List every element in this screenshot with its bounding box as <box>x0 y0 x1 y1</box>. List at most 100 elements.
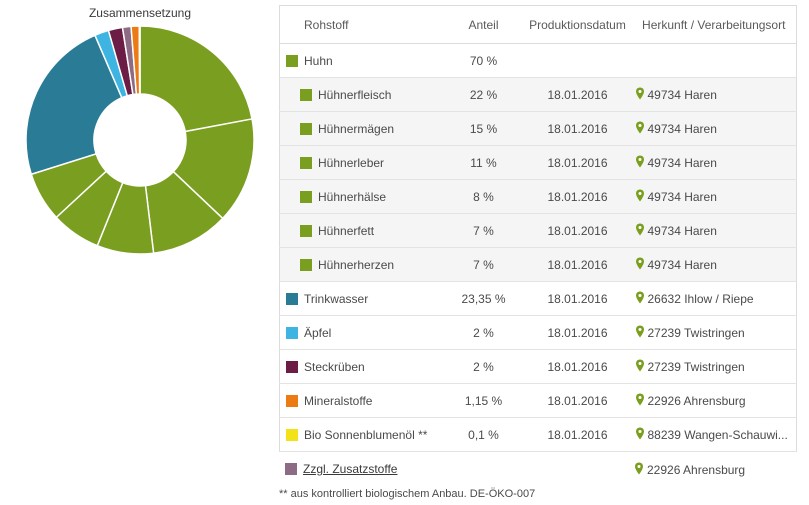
rohstoff-name: Huhn <box>304 53 333 68</box>
slice-hühnerfleisch[interactable]: Hühnerfleisch <box>139 25 253 133</box>
rohstoff-name: Trinkwasser <box>304 291 369 306</box>
origin-text: 88239 Wangen-Schauwi... <box>647 428 788 442</box>
cell-produktionsdatum: 18.01.2016 <box>523 247 632 282</box>
cell-anteil: 8 % <box>443 179 524 214</box>
header-herkunft[interactable]: Herkunft / Verarbeitungsort <box>631 5 797 44</box>
origin-text: 49734 Haren <box>647 224 717 238</box>
location-pin-icon <box>634 155 646 168</box>
cell-produktionsdatum <box>523 43 632 78</box>
cell-anteil: 70 % <box>443 43 524 78</box>
cell-rohstoff: Trinkwasser <box>279 281 444 316</box>
table-row-zusatzstoffe: Zzgl. Zusatzstoffe 22926 Ahrensburg <box>279 452 796 486</box>
cell-herkunft: 49734 Haren <box>631 77 797 112</box>
color-swatch <box>300 258 312 271</box>
cell-produktionsdatum: 18.01.2016 <box>523 77 632 112</box>
cell-rohstoff: Huhn <box>279 43 444 78</box>
cell-produktionsdatum: 18.01.2016 <box>523 383 632 418</box>
cell-produktionsdatum: 18.01.2016 <box>523 349 632 384</box>
location-pin-icon <box>634 291 646 304</box>
location-pin-icon <box>633 462 645 475</box>
cell-herkunft: 49734 Haren <box>631 247 797 282</box>
color-swatch <box>286 326 298 339</box>
cell-rohstoff: Äpfel <box>279 315 444 350</box>
rohstoff-name: Hühnerleber <box>318 155 385 170</box>
cell-rohstoff: Bio Sonnenblumenöl ** <box>279 417 444 452</box>
table-row: Hühnermägen 15 % 18.01.2016 49734 Haren <box>279 111 797 146</box>
cell-anteil: 15 % <box>443 111 524 146</box>
cell-produktionsdatum: 18.01.2016 <box>523 145 632 180</box>
chart-title: Zusammensetzung <box>88 6 192 20</box>
table-row: Steckrüben 2 % 18.01.2016 27239 Twistringen <box>279 349 797 384</box>
header-anteil[interactable]: Anteil <box>443 5 524 44</box>
table-header-row: Rohstoff Anteil Produktionsdatum Herkunf… <box>279 5 797 44</box>
cell-herkunft <box>631 43 797 78</box>
origin-text: 26632 Ihlow / Riepe <box>647 292 754 306</box>
rohstoff-name: Hühnermägen <box>318 121 395 136</box>
slice-bio-sonnenblumenöl[interactable]: Bio Sonnenblumenöl ** <box>138 25 141 95</box>
location-pin-icon <box>634 189 646 202</box>
cell-rohstoff: Hühnerleber <box>279 145 444 180</box>
location-pin-icon <box>634 325 646 338</box>
color-swatch <box>286 54 298 67</box>
ingredient-table: Rohstoff Anteil Produktionsdatum Herkunf… <box>279 5 797 452</box>
cell-rohstoff: Mineralstoffe <box>279 383 444 418</box>
table-row: Hühnerfett 7 % 18.01.2016 49734 Haren <box>279 213 797 248</box>
table-row: Huhn 70 % <box>279 43 797 78</box>
cell-herkunft: 49734 Haren <box>631 213 797 248</box>
header-produktionsdatum[interactable]: Produktionsdatum <box>523 5 632 44</box>
cell-herkunft: 26632 Ihlow / Riepe <box>631 281 797 316</box>
origin-text: 49734 Haren <box>647 122 717 136</box>
rohstoff-name: Steckrüben <box>304 359 365 374</box>
origin-text: 27239 Twistringen <box>647 360 745 374</box>
rohstoff-name: Hühnerfett <box>318 223 375 238</box>
cell-herkunft: 88239 Wangen-Schauwi... <box>631 417 797 452</box>
table-row: Hühnerfleisch 22 % 18.01.2016 49734 Haren <box>279 77 797 112</box>
color-swatch <box>300 190 312 203</box>
cell-herkunft: 49734 Haren <box>631 111 797 146</box>
color-swatch <box>286 394 298 407</box>
origin-text: 22926 Ahrensburg <box>647 462 746 477</box>
origin-text: 49734 Haren <box>647 190 717 204</box>
cell-rohstoff: Steckrüben <box>279 349 444 384</box>
cell-anteil: 2 % <box>443 315 524 350</box>
color-swatch <box>286 292 298 305</box>
table-body: Huhn 70 % Hühnerfleisch 22 % 18.01.2016 49734… <box>279 43 797 452</box>
extra-table: Zzgl. Zusatzstoffe 22926 Ahrensburg <box>279 452 796 486</box>
table-row: Äpfel 2 % 18.01.2016 27239 Twistringen <box>279 315 797 350</box>
table-row: Hühnerleber 11 % 18.01.2016 49734 Haren <box>279 145 797 180</box>
zusatzstoffe-link[interactable]: Zzgl. Zusatzstoffe <box>303 462 398 476</box>
origin-text: 22926 Ahrensburg <box>647 394 746 408</box>
location-pin-icon <box>634 359 646 372</box>
color-swatch <box>285 463 297 475</box>
origin-text: 27239 Twistringen <box>647 326 745 340</box>
rohstoff-name: Hühnerfleisch <box>318 87 392 102</box>
table-row: Trinkwasser 23,35 % 18.01.2016 26632 Ihlow … <box>279 281 797 316</box>
location-pin-icon <box>634 393 646 406</box>
rohstoff-name: Bio Sonnenblumenöl ** <box>304 427 428 442</box>
table-row: Bio Sonnenblumenöl ** 0,1 % 18.01.2016 8823… <box>279 417 797 452</box>
color-swatch <box>286 428 298 441</box>
color-swatch <box>300 156 312 169</box>
origin-text: 49734 Haren <box>647 156 717 170</box>
cell-herkunft: 49734 Haren <box>631 179 797 214</box>
slice-trinkwasser[interactable]: Trinkwasser <box>25 34 123 176</box>
table-row: Hühnerhälse 8 % 18.01.2016 49734 Haren <box>279 179 797 214</box>
cell-anteil: 11 % <box>443 145 524 180</box>
cell-produktionsdatum: 18.01.2016 <box>523 179 632 214</box>
cell-anteil: 1,15 % <box>443 383 524 418</box>
header-rohstoff[interactable]: Rohstoff <box>279 5 444 44</box>
cell-rohstoff: Hühnerhälse <box>279 179 444 214</box>
cell-rohstoff: Hühnerfleisch <box>279 77 444 112</box>
cell-anteil: 23,35 % <box>443 281 524 316</box>
color-swatch <box>300 88 312 101</box>
rohstoff-name: Äpfel <box>304 325 332 340</box>
cell-produktionsdatum: 18.01.2016 <box>523 213 632 248</box>
location-pin-icon <box>634 87 646 100</box>
cell-rohstoff: Hühnerherzen <box>279 247 444 282</box>
rohstoff-name: Hühnerhälse <box>318 189 387 204</box>
location-pin-icon <box>634 223 646 236</box>
cell-produktionsdatum: 18.01.2016 <box>523 417 632 452</box>
slice-hühnermägen[interactable]: Hühnermägen <box>172 118 255 220</box>
cell-rohstoff: Hühnermägen <box>279 111 444 146</box>
table-row: Hühnerherzen 7 % 18.01.2016 49734 Haren <box>279 247 797 282</box>
